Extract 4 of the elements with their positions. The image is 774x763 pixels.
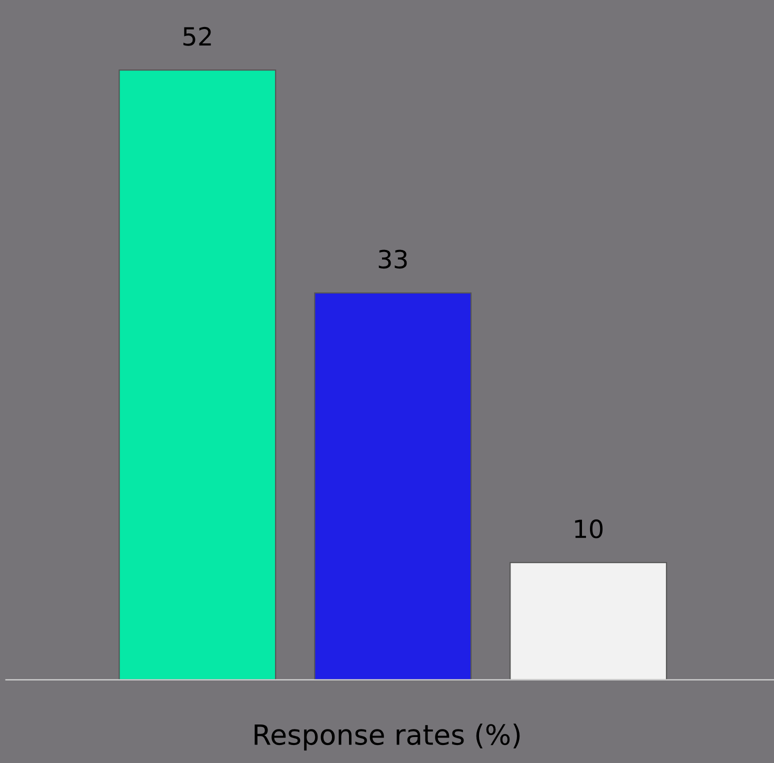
data-label: 33: [378, 250, 407, 269]
data-label: 10: [575, 519, 603, 538]
x-axis-title: Response rates (%): [254, 724, 520, 750]
data-label: 52: [183, 26, 211, 46]
